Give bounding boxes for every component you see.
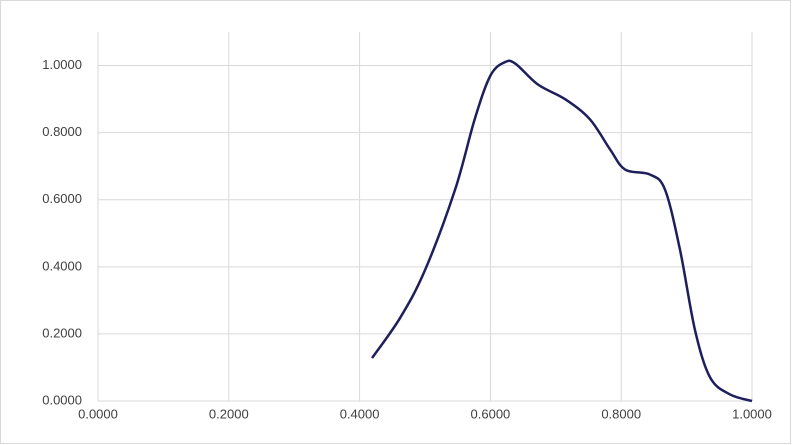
chart-frame	[1, 1, 791, 444]
x-tick-label: 1.0000	[732, 406, 772, 421]
x-tick-label: 0.0000	[78, 406, 118, 421]
x-tick-label: 0.4000	[340, 406, 380, 421]
chart: 0.0000 0.2000 0.4000 0.6000 0.8000 1.0000 0.00…	[0, 0, 792, 445]
y-tick-label: 0.2000	[42, 325, 82, 340]
x-tick-label: 0.6000	[471, 406, 511, 421]
x-tick-label: 0.8000	[601, 406, 641, 421]
y-tick-label: 0.8000	[42, 124, 82, 139]
y-tick-label: 0.6000	[42, 191, 82, 206]
y-tick-label: 0.0000	[42, 392, 82, 407]
y-tick-label: 0.4000	[42, 258, 82, 273]
x-tick-label: 0.2000	[209, 406, 249, 421]
y-tick-label: 1.0000	[42, 57, 82, 72]
